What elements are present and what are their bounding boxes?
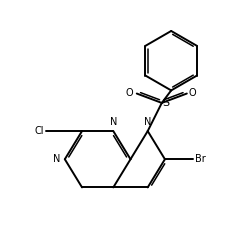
Text: Br: Br: [195, 154, 205, 164]
Text: N: N: [144, 117, 152, 127]
Text: O: O: [188, 88, 196, 98]
Text: S: S: [163, 98, 170, 108]
Text: Cl: Cl: [34, 126, 44, 136]
Text: O: O: [125, 88, 133, 98]
Text: N: N: [53, 154, 60, 164]
Text: N: N: [110, 117, 117, 127]
